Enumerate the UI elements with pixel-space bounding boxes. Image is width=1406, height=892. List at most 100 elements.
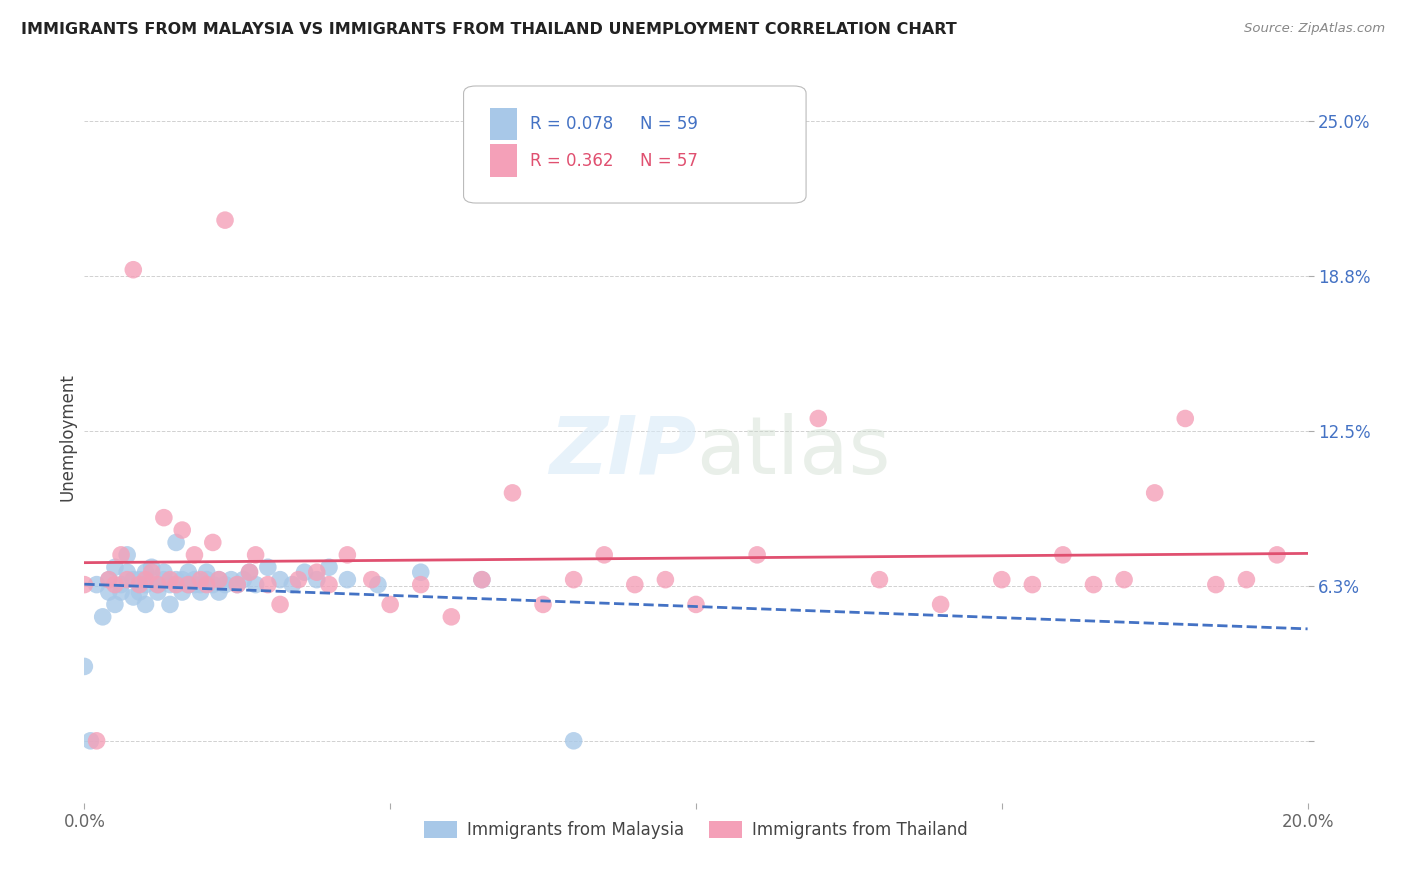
Legend: Immigrants from Malaysia, Immigrants from Thailand: Immigrants from Malaysia, Immigrants fro… <box>418 814 974 846</box>
Text: ZIP: ZIP <box>548 413 696 491</box>
Point <box>128 577 150 591</box>
Point <box>685 598 707 612</box>
Point <box>122 573 145 587</box>
FancyBboxPatch shape <box>464 86 806 203</box>
Point <box>195 577 218 591</box>
Point <box>128 585 150 599</box>
Point <box>135 577 157 591</box>
Point <box>294 565 316 579</box>
Point <box>440 610 463 624</box>
Point <box>128 573 150 587</box>
Point <box>471 573 494 587</box>
Point <box>141 573 163 587</box>
Point <box>153 565 176 579</box>
Point <box>122 590 145 604</box>
Point <box>1174 411 1197 425</box>
Point <box>153 510 176 524</box>
Point <box>807 411 830 425</box>
Point <box>115 573 138 587</box>
Point <box>281 577 304 591</box>
Point <box>183 573 205 587</box>
Point <box>219 573 242 587</box>
Point <box>190 573 212 587</box>
Point <box>624 577 647 591</box>
Point <box>135 573 157 587</box>
Point <box>141 565 163 579</box>
Point <box>159 598 181 612</box>
Point <box>305 573 328 587</box>
Point <box>502 486 524 500</box>
Point <box>195 565 218 579</box>
Point <box>1114 573 1136 587</box>
Point <box>172 573 194 587</box>
Point <box>135 565 157 579</box>
Point <box>172 523 194 537</box>
Point <box>91 610 114 624</box>
Point <box>177 577 200 591</box>
Point <box>135 598 157 612</box>
Point <box>165 577 187 591</box>
Point <box>305 565 328 579</box>
Point <box>226 577 249 591</box>
Point <box>159 577 181 591</box>
Text: atlas: atlas <box>696 413 890 491</box>
Point <box>104 560 127 574</box>
Point <box>1236 573 1258 587</box>
Point <box>146 585 169 599</box>
Point <box>257 560 280 574</box>
Point <box>269 573 291 587</box>
Point <box>73 577 96 591</box>
Point <box>245 548 267 562</box>
Point <box>269 598 291 612</box>
Point <box>1052 548 1074 562</box>
Point <box>146 577 169 591</box>
Y-axis label: Unemployment: Unemployment <box>58 373 76 501</box>
Point <box>245 577 267 591</box>
Point <box>115 565 138 579</box>
Text: N = 59: N = 59 <box>640 115 697 133</box>
Point <box>165 535 187 549</box>
Point <box>1265 548 1288 562</box>
Point <box>195 573 218 587</box>
Point <box>97 573 120 587</box>
Point <box>177 565 200 579</box>
FancyBboxPatch shape <box>491 145 517 177</box>
Point <box>1021 577 1043 591</box>
Point <box>238 565 260 579</box>
Point <box>86 734 108 748</box>
Point <box>380 598 402 612</box>
Text: R = 0.362: R = 0.362 <box>530 152 613 169</box>
Point <box>367 577 389 591</box>
Point <box>190 585 212 599</box>
Text: R = 0.078: R = 0.078 <box>530 115 613 133</box>
Point <box>232 573 254 587</box>
Text: N = 57: N = 57 <box>640 152 697 169</box>
Point <box>190 577 212 591</box>
Point <box>336 573 359 587</box>
Point <box>531 598 554 612</box>
Point <box>318 577 340 591</box>
Point <box>318 560 340 574</box>
Point <box>104 598 127 612</box>
Point <box>110 585 132 599</box>
Point <box>214 577 236 591</box>
Point <box>201 535 224 549</box>
Point <box>562 573 585 587</box>
Point <box>153 573 176 587</box>
Point <box>146 577 169 591</box>
Point <box>208 585 231 599</box>
Text: IMMIGRANTS FROM MALAYSIA VS IMMIGRANTS FROM THAILAND UNEMPLOYMENT CORRELATION CH: IMMIGRANTS FROM MALAYSIA VS IMMIGRANTS F… <box>21 22 957 37</box>
Point <box>1205 577 1227 591</box>
Point <box>122 262 145 277</box>
Point <box>562 734 585 748</box>
Point <box>747 548 769 562</box>
Point <box>177 577 200 591</box>
Point <box>1083 577 1105 591</box>
Point <box>257 577 280 591</box>
Point <box>165 573 187 587</box>
Point <box>115 548 138 562</box>
Point <box>172 585 194 599</box>
Point <box>214 213 236 227</box>
Point <box>201 577 224 591</box>
Point <box>287 573 309 587</box>
